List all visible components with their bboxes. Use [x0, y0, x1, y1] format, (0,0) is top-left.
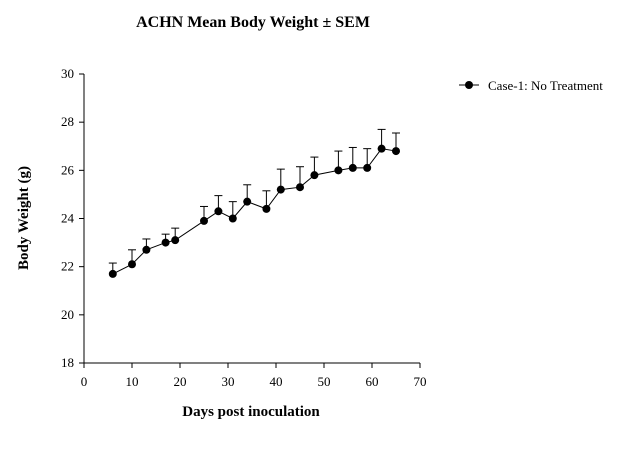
x-ticks: 0 10 20 30 40 50 60 70 [81, 363, 427, 389]
data-point [108, 269, 117, 278]
data-point [161, 238, 170, 247]
axes [83, 74, 420, 364]
data-point [392, 147, 400, 156]
y-tick-label: 26 [61, 162, 75, 177]
legend-label: Case-1: No Treatment [488, 78, 603, 93]
y-tick-label: 28 [61, 114, 74, 129]
x-tick-label: 10 [126, 374, 139, 389]
x-axis-label: Days post inoculation [182, 404, 320, 420]
data-point [363, 163, 372, 172]
chart-title: ACHN Mean Body Weight ± SEM [136, 14, 370, 31]
x-tick-label: 20 [174, 374, 187, 389]
legend-marker-icon [465, 81, 473, 89]
y-ticks: 18 20 22 24 26 28 30 [61, 66, 84, 370]
data-point [128, 260, 136, 269]
y-tick-label: 30 [61, 66, 74, 81]
x-tick-label: 0 [81, 374, 88, 389]
y-tick-label: 18 [61, 355, 74, 370]
x-tick-label: 30 [222, 374, 235, 389]
data-point [334, 166, 343, 175]
x-tick-label: 70 [414, 374, 427, 389]
x-tick-label: 50 [318, 374, 331, 389]
plot-area [108, 128, 400, 278]
data-point [262, 204, 271, 213]
y-tick-label: 24 [61, 211, 75, 226]
data-point [171, 236, 180, 245]
legend: Case-1: No Treatment [459, 78, 603, 93]
data-point [310, 171, 319, 180]
x-tick-label: 40 [270, 374, 283, 389]
y-axis-label: Body Weight (g) [16, 166, 32, 270]
data-point [142, 245, 151, 254]
data-point [200, 216, 208, 225]
data-point [214, 207, 223, 216]
y-tick-label: 20 [61, 307, 74, 322]
data-point [243, 197, 252, 206]
data-point [348, 163, 357, 172]
data-point [296, 183, 304, 192]
data-point [377, 144, 386, 153]
y-tick-label: 22 [61, 259, 74, 274]
data-point [228, 214, 237, 223]
data-point [276, 185, 285, 194]
x-tick-label: 60 [366, 374, 379, 389]
